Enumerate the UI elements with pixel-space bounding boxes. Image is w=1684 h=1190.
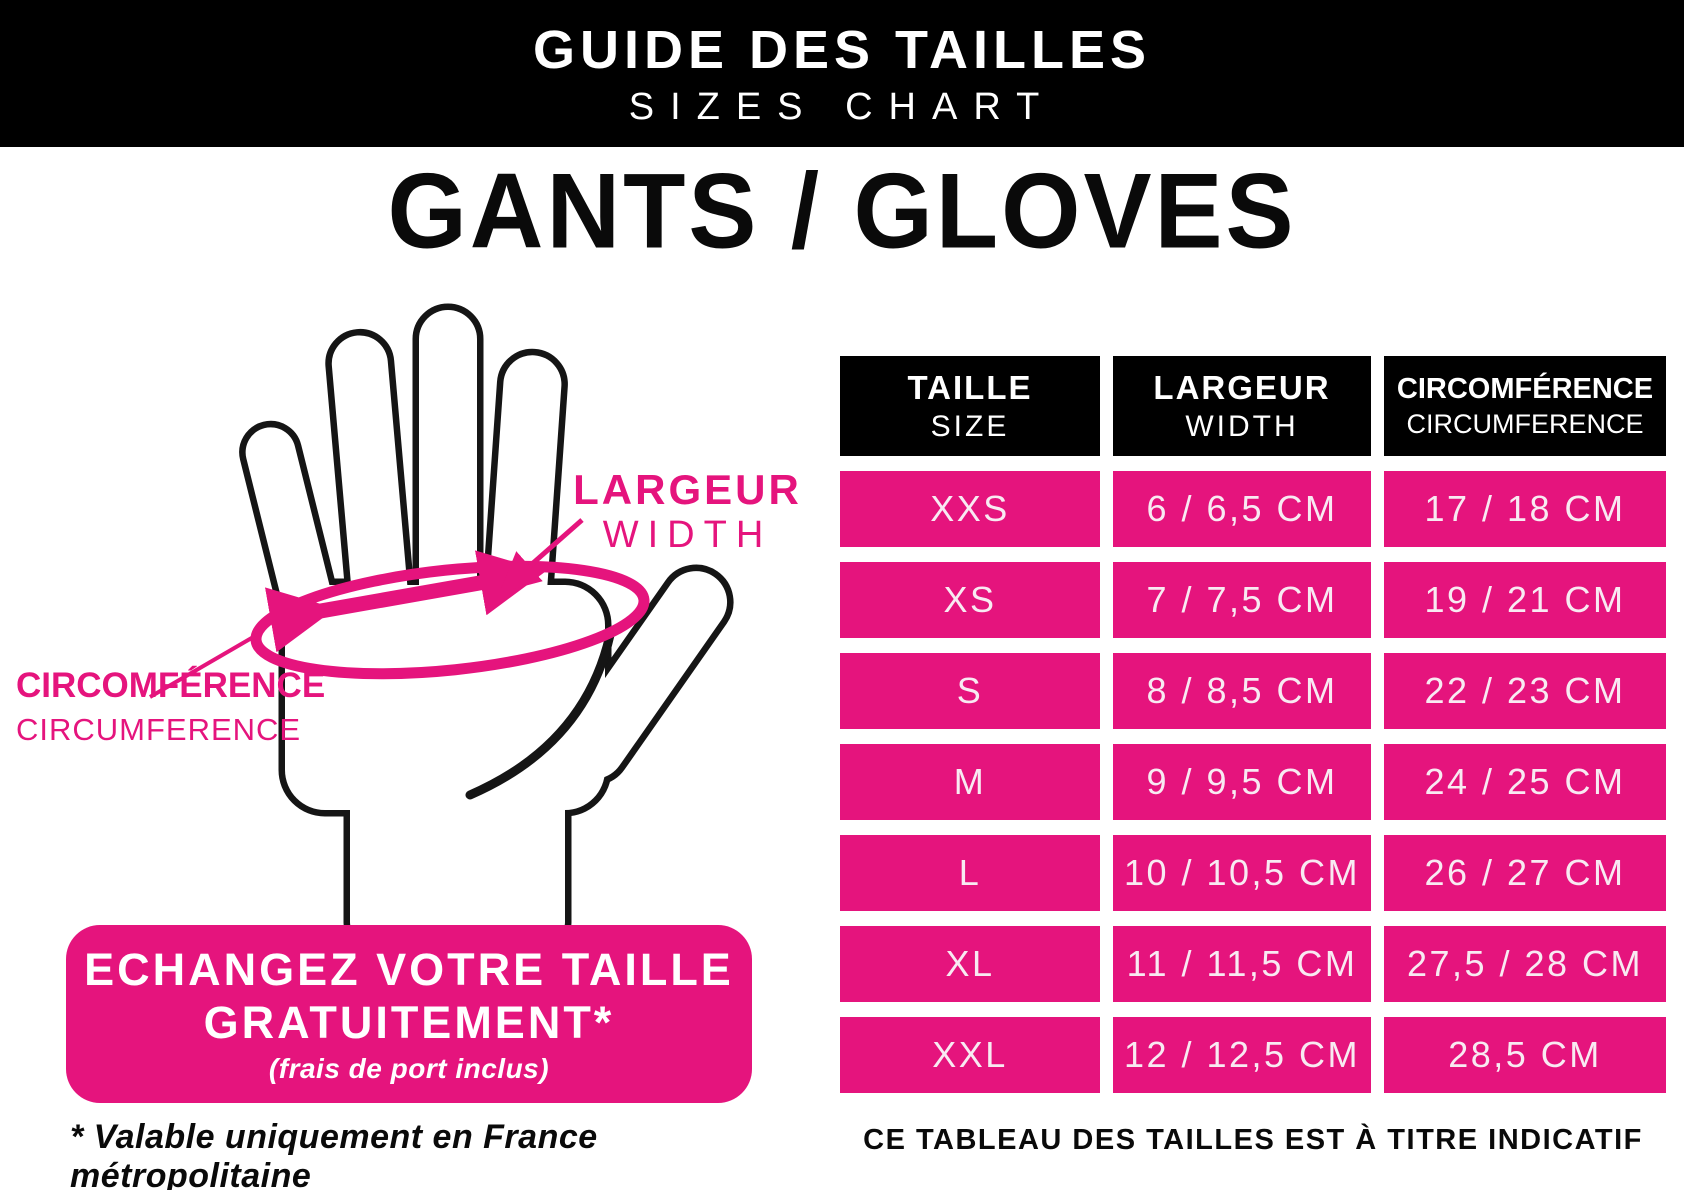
width-cell: 8 / 8,5 CM (1113, 653, 1371, 729)
size-cell: XXL (840, 1017, 1100, 1093)
circumference-leader-line (148, 634, 257, 699)
size-cell: XXS (840, 471, 1100, 547)
width-cell: 11 / 11,5 CM (1113, 926, 1371, 1002)
header-title-en: SIZES CHART (628, 85, 1056, 128)
circumference-cell: 24 / 25 CM (1384, 744, 1666, 820)
header-banner: GUIDE DES TAILLES SIZES CHART (0, 0, 1684, 147)
circumference-measure-label: CIRCOMFÉRENCE CIRCUMFERENCE (16, 666, 326, 748)
size-cell: S (840, 653, 1100, 729)
width-double-arrow (264, 550, 546, 653)
footnote-indicative: CE TABLEAU DES TAILLES EST À TITRE INDIC… (863, 1124, 1643, 1156)
hand-measurement-diagram (148, 285, 780, 925)
hand-outline (240, 310, 739, 925)
footnote-france-only: * Valable uniquement en France métropoli… (70, 1118, 598, 1190)
circumference-label-fr: CIRCOMFÉRENCE (16, 666, 326, 705)
circumference-cell: 28,5 CM (1384, 1017, 1666, 1093)
size-cell: L (840, 835, 1100, 911)
circumference-cell: 26 / 27 CM (1384, 835, 1666, 911)
circumference-cell: 22 / 23 CM (1384, 653, 1666, 729)
circumference-cell: 17 / 18 CM (1384, 471, 1666, 547)
width-label-fr: LARGEUR (573, 466, 802, 513)
header-title-fr: GUIDE DES TAILLES (532, 19, 1152, 80)
column-header-width-en: WIDTH (1185, 409, 1299, 443)
promo-line-1: ECHANGEZ VOTRE TAILLE (84, 943, 734, 995)
free-exchange-banner: ECHANGEZ VOTRE TAILLE GRATUITEMENT* (fra… (66, 925, 752, 1103)
size-cell: M (840, 744, 1100, 820)
promo-line-2: GRATUITEMENT* (203, 997, 615, 1048)
column-header-circumference-en: CIRCUMFERENCE (1406, 408, 1644, 439)
width-label-en: WIDTH (602, 514, 773, 557)
column-header-size-fr: TAILLE (907, 368, 1033, 406)
column-header-width-fr: LARGEUR (1153, 368, 1331, 406)
circumference-label-en: CIRCUMFERENCE (16, 712, 302, 748)
thumb-crease-line (465, 630, 615, 800)
size-table: TAILLE SIZE LARGEUR WIDTH CIRCOMFÉRENCE … (840, 356, 1666, 1093)
promo-line-3: (frais de port inclus) (268, 1053, 550, 1085)
column-header-circumference-fr: CIRCOMFÉRENCE (1396, 372, 1654, 405)
column-header-circumference: CIRCOMFÉRENCE CIRCUMFERENCE (1384, 356, 1666, 456)
width-cell: 10 / 10,5 CM (1113, 835, 1371, 911)
width-cell: 12 / 12,5 CM (1113, 1017, 1371, 1093)
width-cell: 7 / 7,5 CM (1113, 562, 1371, 638)
width-leader-arrow (499, 518, 584, 593)
column-header-width: LARGEUR WIDTH (1113, 356, 1371, 456)
measurement-annotations (148, 518, 650, 699)
width-cell: 9 / 9,5 CM (1113, 744, 1371, 820)
size-cell: XS (840, 562, 1100, 638)
size-cell: XL (840, 926, 1100, 1002)
column-header-size: TAILLE SIZE (840, 356, 1100, 456)
circumference-cell: 27,5 / 28 CM (1384, 926, 1666, 1002)
width-measure-label: LARGEUR WIDTH (555, 466, 820, 558)
circumference-cell: 19 / 21 CM (1384, 562, 1666, 638)
column-header-size-en: SIZE (930, 409, 1010, 443)
page-title: GANTS / GLOVES (387, 151, 1297, 271)
width-cell: 6 / 6,5 CM (1113, 471, 1371, 547)
